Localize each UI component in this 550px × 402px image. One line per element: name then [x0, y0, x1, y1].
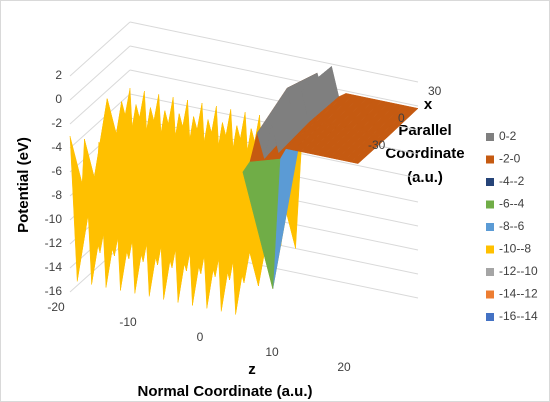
grid-line	[69, 93, 131, 149]
legend-label: -4--2	[499, 174, 525, 188]
y-tick-label: 0	[55, 92, 62, 106]
legend-label: -12--10	[499, 264, 538, 278]
z-tick-label: 10	[265, 345, 279, 359]
legend-swatch	[486, 133, 494, 141]
z-axis-name: z	[248, 361, 256, 378]
legend-swatch	[486, 268, 494, 276]
y-tick-label: -14	[45, 260, 63, 274]
y-tick-label: -8	[51, 188, 62, 202]
z-tick-label: 0	[197, 330, 204, 344]
x-tick-label: -30	[368, 138, 386, 152]
legend-label: 0-2	[499, 129, 517, 143]
x-axis-label: Coordinate	[385, 145, 464, 162]
grid-line	[69, 21, 131, 77]
legend-swatch	[486, 245, 494, 254]
legend-label: -8--6	[499, 219, 525, 233]
z-axis-label: Normal Coordinate (a.u.)	[137, 383, 312, 400]
x-axis-label: (a.u.)	[407, 169, 443, 186]
y-tick-label: -4	[51, 140, 62, 154]
y-tick-label: -6	[51, 164, 62, 178]
grid-line	[69, 69, 131, 125]
z-tick-label: 20	[337, 360, 351, 374]
surface-patch	[350, 134, 389, 164]
legend-swatch	[486, 223, 494, 231]
x-axis-name: x	[424, 96, 433, 113]
z-tick-label: -20	[47, 300, 65, 314]
grid-line	[129, 45, 419, 107]
grid-line	[69, 45, 131, 101]
legend-label: -16--14	[499, 309, 538, 323]
x-tick-label: 0	[398, 111, 405, 125]
legend-label: -10--8	[499, 242, 531, 256]
legend-label: -14--12	[499, 287, 538, 301]
legend-swatch	[486, 200, 494, 209]
legend-swatch	[486, 290, 494, 299]
legend-label: -2-0	[499, 152, 521, 166]
y-tick-label: -16	[45, 284, 63, 298]
y-tick-label: -10	[45, 212, 63, 226]
y-tick-label: -12	[45, 236, 63, 250]
y-tick-label: 2	[55, 68, 62, 82]
x-tick-label: 30	[428, 84, 442, 98]
grid-line	[129, 21, 419, 83]
z-tick-label: -10	[119, 315, 137, 329]
legend-swatch	[486, 178, 494, 186]
x-axis-label: Parallel	[398, 122, 451, 139]
y-tick-label: -2	[51, 116, 62, 130]
y-axis-label: Potential (eV)	[15, 137, 32, 233]
legend-swatch	[486, 155, 494, 164]
legend-label: -6--4	[499, 197, 525, 211]
legend-swatch	[486, 313, 494, 321]
